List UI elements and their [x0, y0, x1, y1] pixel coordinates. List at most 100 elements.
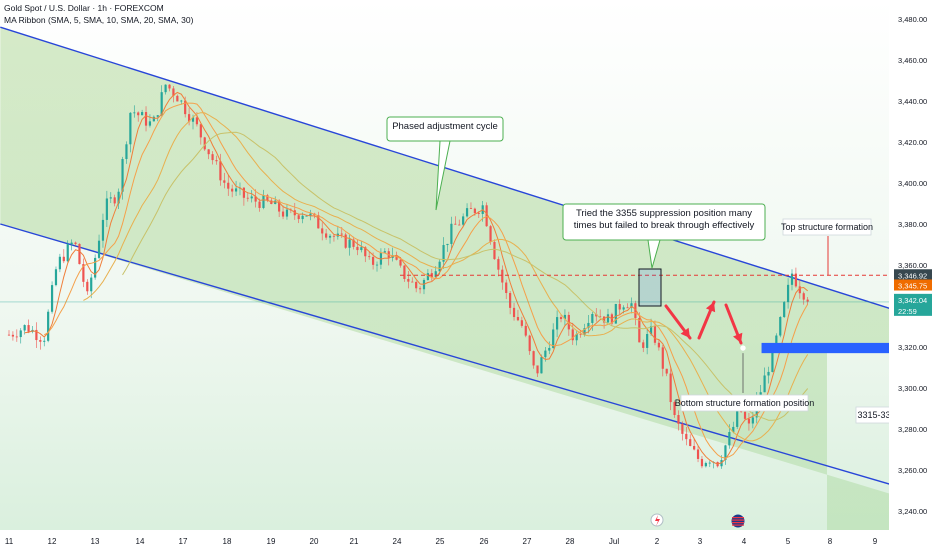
candle-body — [184, 100, 187, 115]
candle-body — [575, 333, 578, 341]
candle-body — [78, 243, 81, 265]
candle-body — [618, 303, 621, 310]
x-tick-label: 25 — [436, 537, 445, 546]
candle-body — [614, 303, 617, 324]
candle-body — [7, 334, 11, 336]
candle-body — [285, 209, 289, 217]
candle-body — [39, 340, 42, 342]
candle-body — [97, 240, 101, 258]
channel-lower-line[interactable] — [0, 223, 932, 519]
candle-body — [681, 423, 684, 434]
candle-body — [642, 342, 645, 348]
candle-body — [583, 328, 586, 335]
candle-body — [195, 117, 199, 125]
candle-body — [332, 235, 336, 237]
phased-callout-text-1: Phased adjustment cycle — [392, 121, 498, 132]
support-zone-3315-3320[interactable] — [761, 342, 932, 354]
ma-line-30 — [122, 131, 809, 421]
candle-body — [454, 223, 457, 225]
phased-callout[interactable]: Phased adjustment cycle — [386, 116, 504, 211]
candle-body — [771, 346, 774, 372]
candle-body — [751, 417, 754, 424]
x-tick-label: 18 — [223, 537, 232, 546]
indicator-label: MA Ribbon (SMA, 5, SMA, 10, SMA, 20, SMA… — [4, 15, 194, 25]
candle-body — [536, 365, 539, 374]
price-tag-text-1: 3,346.92 — [898, 271, 927, 280]
candle-body — [677, 415, 680, 424]
price-tag-text-2: 3,345.75 — [898, 282, 927, 291]
chart-title: Gold Spot / U.S. Dollar · 1h · FOREXCOM — [4, 3, 164, 13]
x-tick-label: 20 — [310, 537, 319, 546]
x-tick-label: Jul — [609, 537, 619, 546]
x-tick-label: 24 — [393, 537, 402, 546]
candle-body — [544, 350, 547, 358]
y-tick-label: 3,300.00 — [898, 384, 927, 393]
candle-body — [700, 458, 704, 467]
candle-body — [689, 439, 692, 447]
candle-body — [786, 284, 790, 303]
candle-body — [164, 84, 167, 93]
candle-body — [802, 293, 805, 300]
top-structure-label[interactable]: Top structure formation — [781, 218, 873, 236]
y-tick-label: 3,420.00 — [898, 138, 927, 147]
candle-body — [469, 208, 473, 209]
candle-body — [638, 318, 641, 343]
candle-body — [35, 329, 38, 341]
candle-body — [704, 463, 707, 467]
y-tick-label: 3,260.00 — [898, 466, 927, 475]
phased-callout-tail — [435, 140, 451, 211]
candle-body — [622, 307, 625, 310]
candle-body — [591, 313, 594, 323]
lightning-glyph-icon — [655, 515, 660, 526]
channel-upper-line[interactable] — [0, 26, 932, 349]
bottom-structure-label-text: Bottom structure formation position — [675, 398, 815, 408]
candle-body — [501, 269, 504, 283]
candle-body — [395, 255, 398, 260]
candle-body — [11, 334, 15, 337]
candle-body — [360, 247, 363, 251]
candle-body — [58, 256, 61, 270]
x-axis-panel — [0, 530, 932, 550]
candle-body — [160, 92, 163, 116]
candle-body — [50, 285, 54, 312]
ma-line-20 — [83, 112, 809, 442]
candle-body — [775, 335, 778, 347]
candle-body — [207, 149, 210, 155]
bottom-structure-label[interactable]: Bottom structure formation position — [675, 394, 815, 412]
y-tick-label: 3,320.00 — [898, 343, 927, 352]
candle-body — [767, 371, 770, 376]
candle-body — [524, 325, 527, 336]
candle-body — [426, 273, 430, 280]
candle-body — [415, 281, 418, 289]
candle-body — [305, 215, 308, 217]
x-tick-label: 8 — [828, 537, 833, 546]
candle-body — [113, 197, 116, 204]
candle-body — [211, 154, 214, 161]
candle-body — [70, 242, 73, 245]
candle-body — [661, 347, 664, 369]
suppression-box[interactable] — [638, 268, 662, 307]
candle-body — [234, 188, 238, 192]
price-tag-countdown: 22:59 — [898, 307, 917, 316]
y-tick-label: 3,360.00 — [898, 261, 927, 270]
x-tick-label: 4 — [742, 537, 747, 546]
candle-body — [606, 314, 610, 323]
y-tick-label: 3,280.00 — [898, 425, 927, 434]
us-flag-stripe — [732, 519, 744, 521]
candle-body — [86, 281, 89, 292]
candle-body — [571, 329, 574, 341]
price-tag-3 — [894, 293, 932, 316]
candle-body — [724, 445, 727, 460]
candle-body — [258, 201, 261, 208]
candle-body — [407, 278, 410, 282]
candle-body — [203, 137, 206, 150]
tried-callout[interactable]: Tried the 3355 suppression position many… — [562, 203, 766, 269]
candle-body — [125, 144, 128, 160]
y-tick-label: 3,380.00 — [898, 220, 927, 229]
candle-body — [325, 233, 328, 238]
candle-body — [364, 247, 367, 257]
zone-handle[interactable] — [740, 345, 746, 351]
candle-body — [117, 191, 120, 204]
y-tick-label: 3,400.00 — [898, 179, 927, 188]
